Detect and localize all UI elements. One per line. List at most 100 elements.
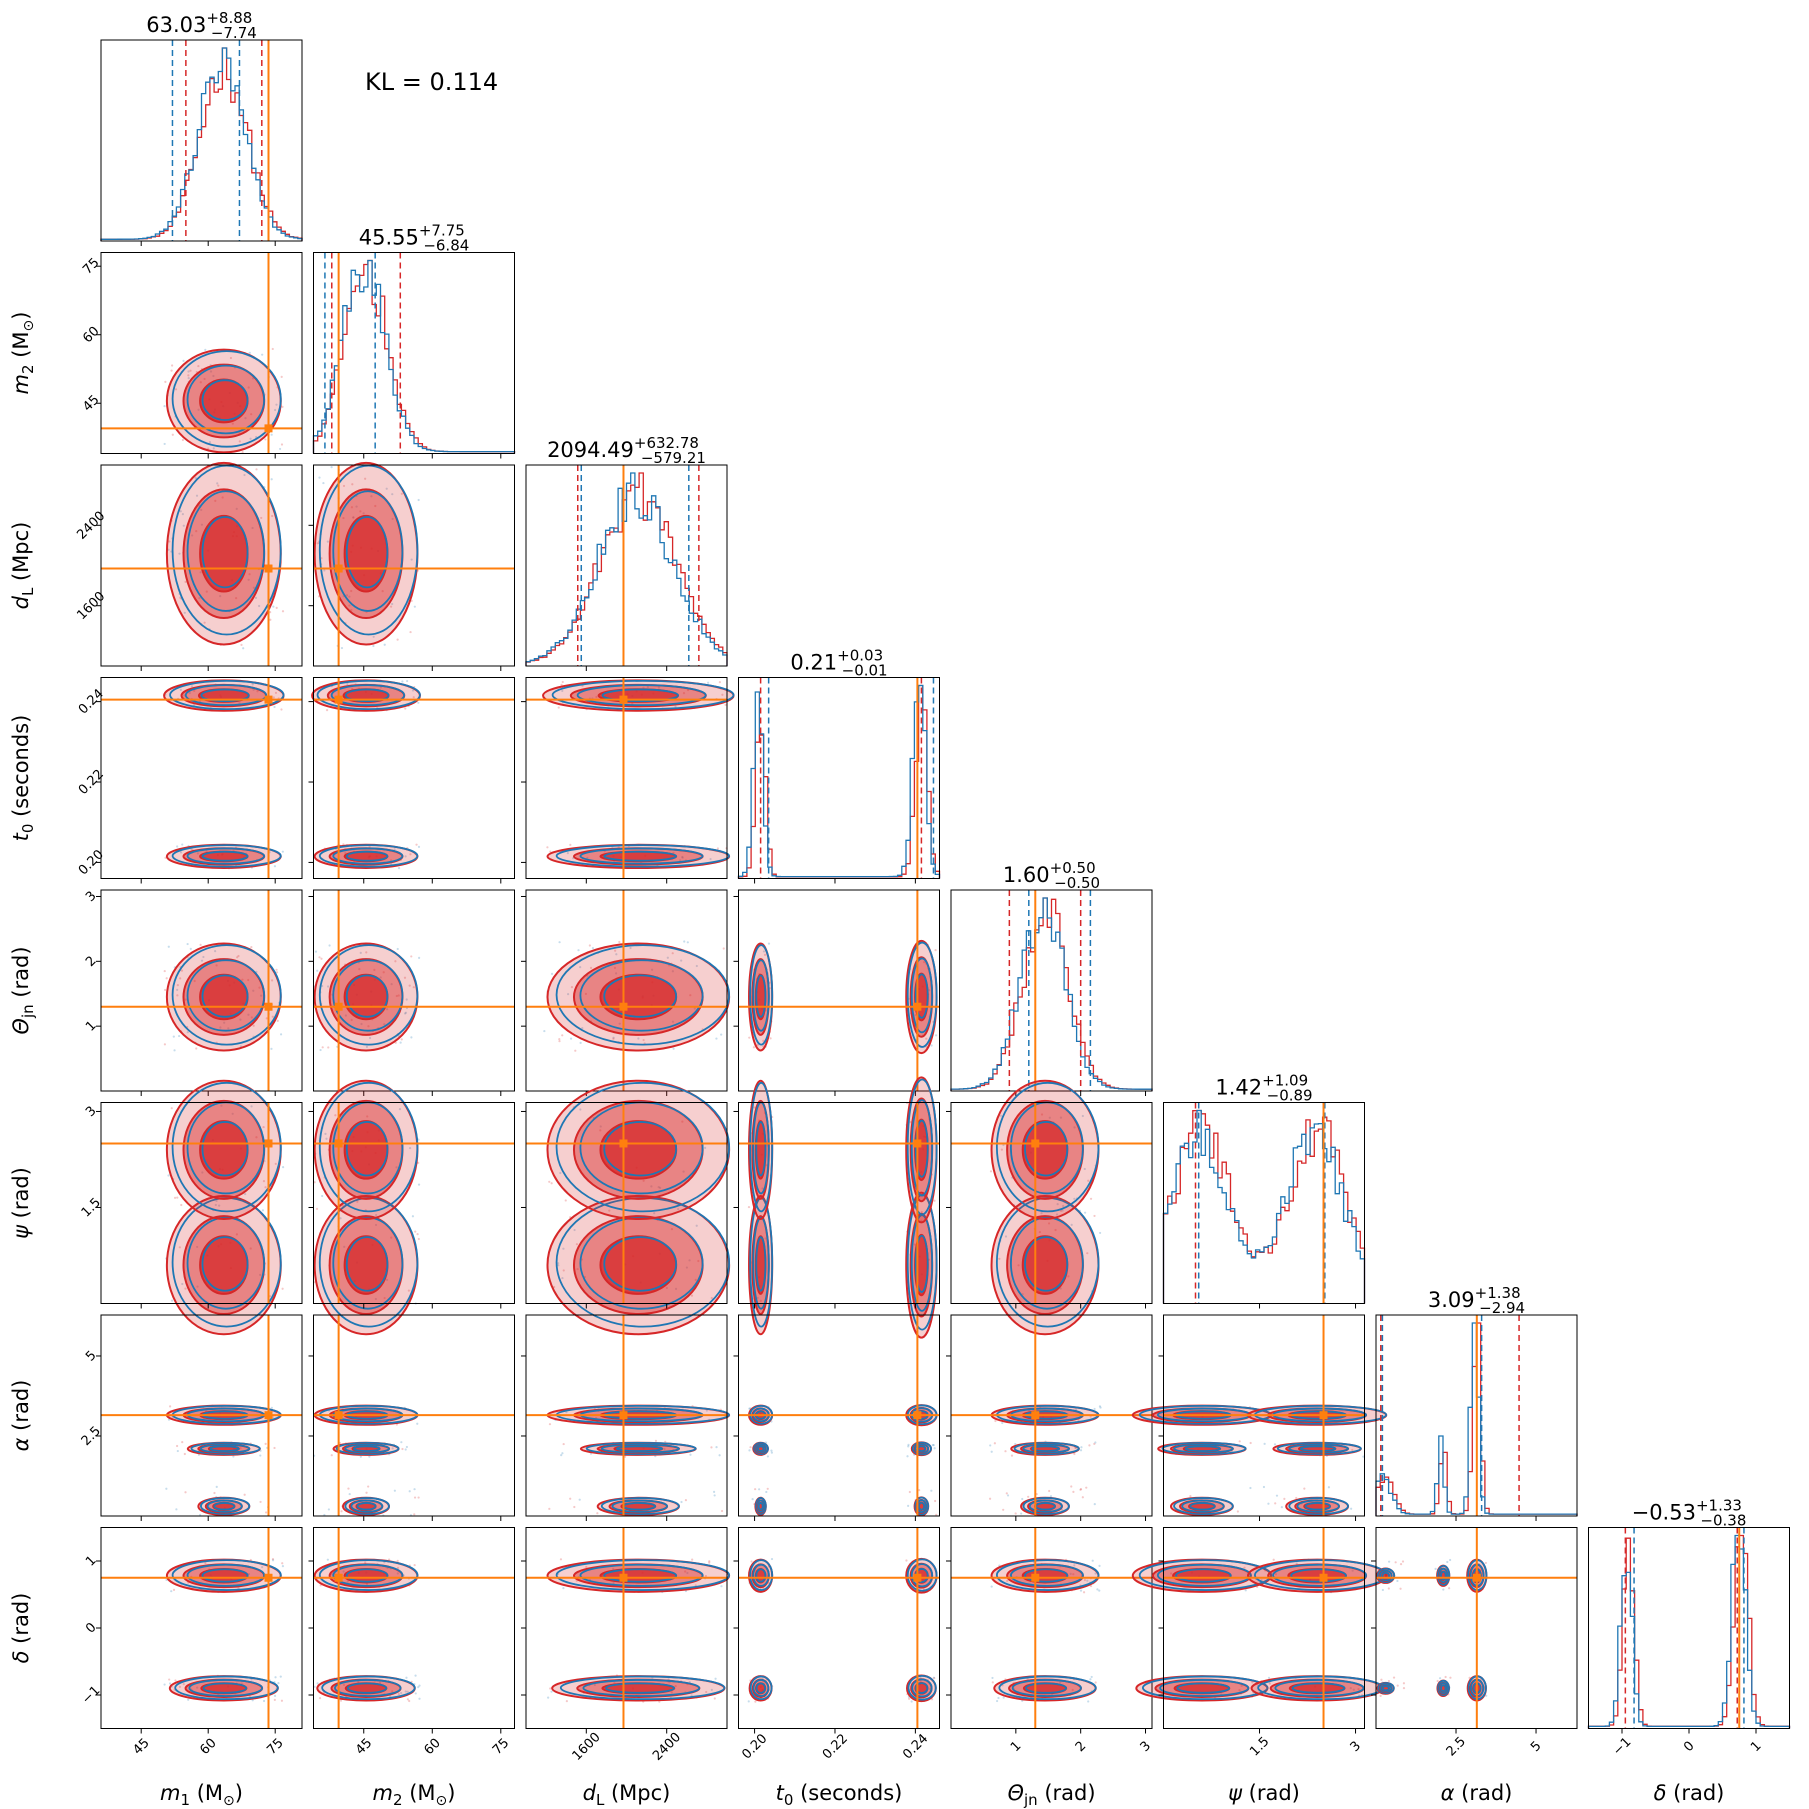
panel-frame	[950, 1102, 1153, 1304]
sample-point	[401, 680, 404, 683]
sample-point	[320, 957, 323, 960]
label-unit: (M	[190, 1781, 223, 1805]
label-subscript: L	[596, 1791, 605, 1809]
sample-point	[212, 447, 215, 450]
sample-point	[214, 499, 217, 502]
sample-point	[933, 1447, 936, 1450]
sample-point	[404, 1011, 408, 1014]
sample-point	[998, 1257, 1001, 1260]
sample-point	[219, 595, 222, 598]
x-tick-label: 1	[1748, 1739, 1764, 1755]
contour-b-level-0	[749, 1675, 773, 1701]
panel-frame	[313, 464, 515, 667]
sample-point	[173, 1049, 176, 1052]
sample-point	[1352, 1688, 1355, 1691]
sample-point	[258, 604, 261, 608]
sample-point	[167, 1174, 170, 1177]
title-median: 45.55	[359, 226, 419, 250]
sample-point	[193, 689, 196, 692]
sample-point	[214, 950, 217, 953]
sample-point	[273, 865, 277, 868]
sample-point	[688, 1259, 691, 1262]
sample-point	[174, 388, 178, 391]
sample-point	[750, 1560, 753, 1563]
sample-point	[248, 573, 251, 576]
contour-b-level-2	[209, 1445, 240, 1452]
contour-b-level-2	[603, 1236, 678, 1292]
sample-point	[710, 1296, 713, 1300]
sample-point	[280, 443, 284, 446]
sample-point	[167, 945, 170, 948]
panel-m1-vs-alpha: 2.55	[79, 1314, 303, 1521]
sample-point	[679, 859, 682, 862]
sample-point	[994, 1419, 997, 1423]
sample-point	[231, 422, 234, 425]
sample-point	[1436, 1679, 1439, 1683]
sample-point	[356, 1200, 359, 1203]
sample-point	[244, 1192, 247, 1196]
label-unit: (rad)	[9, 946, 33, 1004]
sample-point	[933, 1677, 936, 1680]
sample-point	[908, 1490, 911, 1494]
sample-point	[412, 696, 415, 699]
contour-b-level-0	[1138, 1559, 1272, 1591]
sample-point	[989, 1170, 993, 1173]
contour-b-level-0	[171, 464, 282, 636]
sample-point	[934, 949, 937, 952]
sample-point	[340, 1510, 343, 1513]
contour-b-level-0	[555, 1559, 731, 1591]
contour-b-level-1	[910, 1563, 934, 1588]
label-symbol: δ	[9, 1651, 33, 1664]
diag-panel-psi: 1.42+1.09 −0.89	[1162, 1072, 1366, 1309]
sample-point	[163, 1683, 166, 1686]
sample-point	[762, 950, 766, 953]
sample-point	[325, 1137, 328, 1140]
sample-point	[416, 1422, 419, 1425]
sample-point	[186, 942, 189, 946]
truth-marker	[264, 1139, 273, 1148]
diag-title-theta_jn: 1.60+0.50 −0.50	[1003, 859, 1100, 892]
sample-point	[1055, 1213, 1059, 1216]
sample-point	[367, 1025, 370, 1028]
sample-point	[240, 643, 243, 646]
sample-point	[1094, 1441, 1097, 1444]
title-plus: +1.38	[1475, 1284, 1521, 1302]
sample-point	[365, 1045, 369, 1048]
truth-marker	[334, 1139, 343, 1148]
sample-point	[220, 1104, 223, 1107]
sample-point	[235, 507, 238, 510]
sample-point	[1396, 1684, 1399, 1687]
title-minus: −0.89	[1267, 1087, 1313, 1105]
sample-point	[1070, 1485, 1073, 1488]
contour-b-level-1	[1181, 1499, 1225, 1513]
sample-point	[168, 1405, 172, 1408]
sample-point	[653, 1212, 656, 1215]
title-plus: +1.09	[1262, 1072, 1308, 1090]
sample-point	[559, 1558, 563, 1561]
diag-title-psi: 1.42+1.09 −0.89	[1215, 1072, 1312, 1105]
sample-point	[196, 1285, 199, 1288]
sample-point	[642, 1038, 645, 1042]
histogram-series-a	[1162, 1109, 1366, 1304]
title-median: 2094.49	[547, 438, 634, 462]
sample-point	[654, 1439, 658, 1442]
sample-point	[323, 569, 326, 572]
sample-point	[351, 483, 354, 486]
sample-point	[1434, 1567, 1437, 1570]
sample-point	[770, 1449, 773, 1452]
contour-b-level-2	[603, 974, 678, 1018]
sample-point	[197, 364, 200, 368]
sample-point	[1238, 1689, 1241, 1692]
sample-point	[932, 1444, 935, 1447]
diag-panel-m2: 45.55+7.75 −6.84	[312, 222, 516, 459]
sample-point	[1079, 1449, 1083, 1452]
contour-b-level-2	[1440, 1570, 1447, 1581]
sample-point	[1249, 1441, 1252, 1445]
x-tick-label: 3	[1348, 1739, 1364, 1755]
y-tick-label: 45	[80, 392, 102, 414]
sample-point	[272, 696, 275, 699]
sample-point	[241, 451, 244, 454]
truth-marker	[1031, 1573, 1040, 1582]
label-symbol: ψ	[1228, 1781, 1243, 1805]
sample-point	[1089, 1678, 1092, 1681]
